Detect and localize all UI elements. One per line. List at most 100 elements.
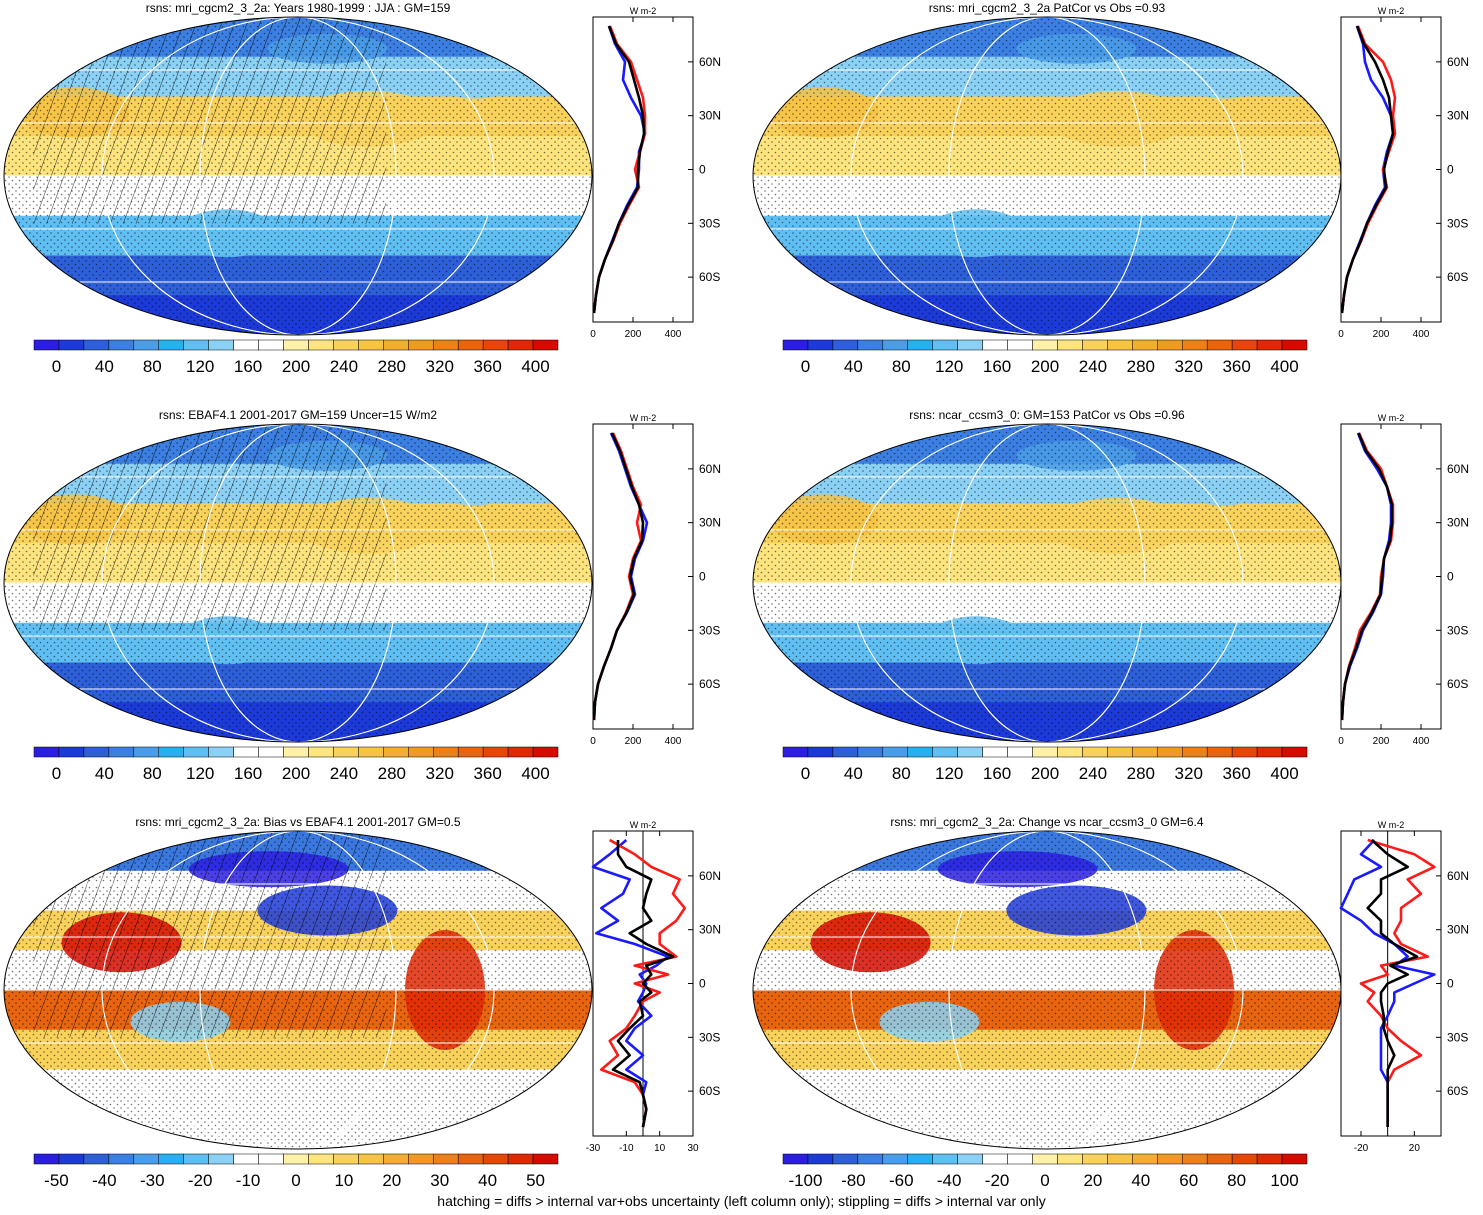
colorbar-swatch: [907, 339, 933, 351]
colorbar-swatch: [308, 1153, 334, 1165]
colorbar-swatch: [1107, 746, 1133, 758]
x-tick-label: 400: [665, 736, 682, 747]
colorbar-swatch: [832, 1153, 859, 1165]
figure-caption: hatching = diffs > internal var+obs unce…: [437, 1193, 1046, 1209]
colorbar-tick-label: 10: [334, 1171, 353, 1190]
colorbar-swatch: [1157, 1153, 1183, 1165]
colorbar-tick-label: 280: [378, 764, 406, 783]
colorbar-swatch: [183, 1153, 209, 1165]
colorbar-swatch: [158, 1153, 184, 1165]
colorbar-swatch: [982, 1153, 1008, 1165]
y-tick-label: 60S: [1447, 1084, 1468, 1098]
colorbar-tick-label: 160: [983, 357, 1011, 376]
y-tick-label: 30N: [699, 923, 721, 937]
profile-line-black: [592, 25, 646, 314]
colorbar-swatch: [58, 1153, 85, 1165]
colorbar-tick-label: -20: [188, 1171, 213, 1190]
colorbar-swatch: [1057, 746, 1083, 758]
profile-line-black: [611, 840, 675, 1128]
colorbar-swatch: [1132, 339, 1158, 351]
colorbar-swatch: [158, 746, 184, 758]
x-tick-label: 10: [654, 1143, 666, 1154]
colorbar-swatch: [358, 746, 384, 758]
map-panel: rsns: ncar_ccsm3_0: GM=153 PatCor vs Obs…: [752, 408, 1342, 783]
colorbar-tick-label: 320: [426, 357, 454, 376]
profile-line-black: [1366, 839, 1419, 1127]
colorbar-swatch: [1231, 1153, 1258, 1165]
profile-line-black: [1340, 432, 1394, 721]
colorbar-swatch: [882, 1153, 909, 1165]
map-title: rsns: ncar_ccsm3_0: GM=153 PatCor vs Obs…: [909, 408, 1185, 422]
colorbar-swatch: [982, 746, 1008, 758]
colorbar-swatch: [1157, 339, 1183, 351]
profile-line-red: [599, 838, 687, 1128]
colorbar-swatch: [807, 339, 834, 351]
profile-units: W m-2: [630, 820, 657, 830]
profile-line-black: [592, 432, 645, 721]
x-tick-label: 400: [1413, 329, 1430, 340]
map-title: rsns: mri_cgcm2_3_2a: Years 1980-1999 : …: [146, 1, 451, 15]
zonal-profile: W m-2 0 200 400 60N 30N 0 30S 60S: [590, 413, 721, 747]
colorbar-swatch: [58, 746, 85, 758]
colorbar-swatch: [33, 746, 60, 758]
colorbar-swatch: [108, 1153, 135, 1165]
colorbar-swatch: [907, 1153, 933, 1165]
colorbar-swatch: [1057, 1153, 1083, 1165]
zonal-profile: W m-2 0 200 400 60N 30N 0 30S 60S: [1338, 413, 1469, 747]
colorbar-swatch: [58, 339, 85, 351]
colorbar-swatch: [208, 1153, 234, 1165]
colorbar-tick-label: -10: [236, 1171, 261, 1190]
colorbar-swatch: [1206, 339, 1233, 351]
colorbar-swatch: [208, 746, 234, 758]
colorbar-swatch: [1206, 1153, 1233, 1165]
colorbar-tick-label: -100: [788, 1171, 822, 1190]
profile-units: W m-2: [1378, 820, 1405, 830]
colorbar-tick-label: 40: [844, 764, 863, 783]
x-tick-label: 20: [1409, 1143, 1421, 1154]
colorbar-tick-label: 360: [1222, 764, 1250, 783]
colorbar-swatch: [383, 339, 409, 351]
profile-frame: [1340, 16, 1442, 323]
y-tick-label: 30S: [699, 216, 720, 230]
colorbar-tick-label: 0: [801, 764, 810, 783]
colorbar-swatch: [482, 339, 509, 351]
colorbar-swatch: [308, 339, 334, 351]
colorbar-swatch: [432, 746, 459, 758]
colorbar-swatch: [1181, 1153, 1208, 1165]
colorbar-tick-label: 0: [1040, 1171, 1049, 1190]
colorbar-swatch: [1082, 1153, 1108, 1165]
colorbar-swatch: [1157, 746, 1183, 758]
colorbar-swatch: [308, 746, 334, 758]
colorbar-swatch: [133, 1153, 160, 1165]
y-tick-label: 30S: [1447, 1030, 1468, 1044]
colorbar-swatch: [1132, 746, 1158, 758]
map-outline: [3, 830, 593, 1150]
colorbar-tick-label: 240: [330, 764, 358, 783]
colorbar-swatch: [1132, 1153, 1158, 1165]
colorbar-swatch: [832, 339, 859, 351]
x-tick-label: 0: [1338, 736, 1344, 747]
colorbar-tick-label: -80: [841, 1171, 866, 1190]
x-tick-label: -30: [586, 1143, 601, 1154]
colorbar-swatch: [108, 339, 135, 351]
colorbar-swatch: [83, 746, 110, 758]
colorbar-tick-label: 0: [291, 1171, 300, 1190]
map-panel: rsns: EBAF4.1 2001-2017 GM=159 Uncer=15 …: [3, 408, 593, 783]
colorbar-swatch: [33, 339, 60, 351]
colorbar-tick-label: 360: [473, 357, 501, 376]
colorbar-swatch: [882, 339, 909, 351]
colorbar-tick-label: 0: [52, 764, 61, 783]
colorbar-swatch: [108, 746, 135, 758]
x-tick-label: 0: [590, 329, 596, 340]
colorbar-tick-label: 400: [521, 357, 549, 376]
colorbar-swatch: [1181, 339, 1208, 351]
colorbar-tick-label: -30: [140, 1171, 165, 1190]
y-tick-label: 60S: [699, 1084, 720, 1098]
colorbar-swatch: [532, 339, 559, 351]
colorbar-swatch: [133, 339, 160, 351]
colorbar-swatch: [358, 339, 384, 351]
colorbar-swatch: [258, 1153, 284, 1165]
profile-units: W m-2: [630, 6, 657, 16]
colorbar-swatch: [1256, 339, 1283, 351]
colorbar-swatch: [532, 746, 559, 758]
